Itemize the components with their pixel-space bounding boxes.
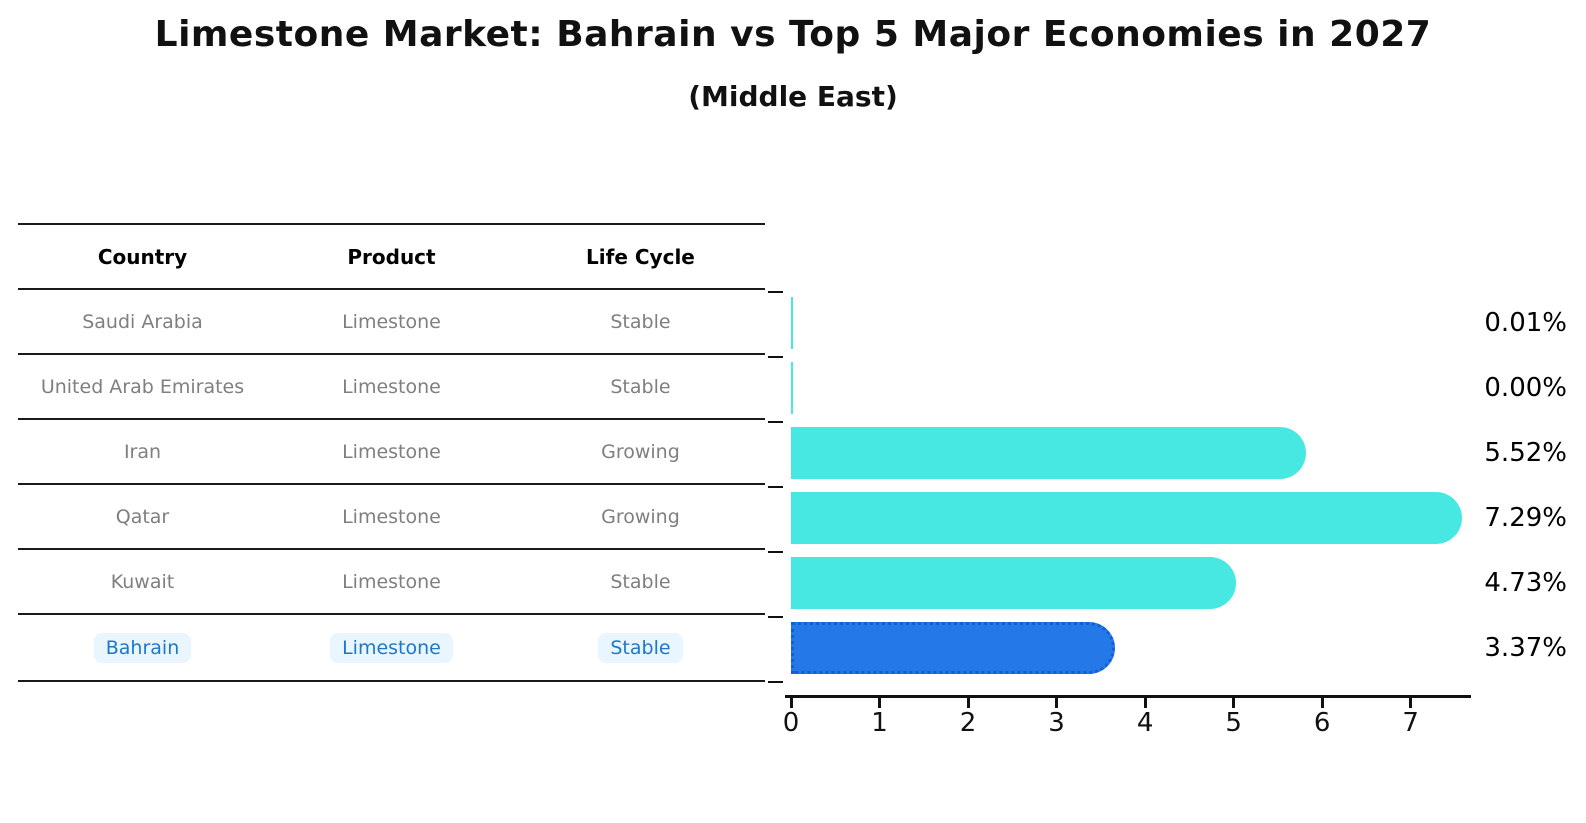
x-tick-mark xyxy=(878,698,882,708)
cell-text: Limestone xyxy=(330,632,453,663)
cell-life-cycle: Stable xyxy=(516,376,765,398)
cell-text: Stable xyxy=(610,310,671,333)
cell-country: Iran xyxy=(18,441,267,463)
chart-title: Limestone Market: Bahrain vs Top 5 Major… xyxy=(154,14,1432,55)
cell-life-cycle: Stable xyxy=(516,632,765,663)
x-tick-label: 7 xyxy=(1402,708,1419,738)
y-tick-mark xyxy=(768,486,783,488)
cell-text: Qatar xyxy=(115,505,170,528)
column-header-country: Country xyxy=(97,244,188,269)
x-tick-mark xyxy=(789,698,793,708)
cell-text: Growing xyxy=(601,505,680,528)
cell-life-cycle: Stable xyxy=(516,311,765,333)
x-tick-label: 6 xyxy=(1313,708,1331,738)
value-label-iran: 5.52% xyxy=(1484,438,1567,468)
x-tick-mark xyxy=(966,698,970,708)
bar-qatar xyxy=(791,492,1463,544)
bar-saudi-arabia xyxy=(791,297,794,349)
cell-text: Growing xyxy=(601,440,680,463)
cell-text: Bahrain xyxy=(93,632,192,663)
cell-country: Qatar xyxy=(18,506,267,528)
x-tick-label: 5 xyxy=(1225,708,1242,738)
table-row-kuwait: Kuwait Limestone Stable xyxy=(18,550,765,615)
cell-product: Limestone xyxy=(267,632,516,663)
x-tick-mark xyxy=(1409,698,1413,708)
x-tick-label: 0 xyxy=(782,708,800,738)
x-tick-mark xyxy=(1143,698,1147,708)
y-tick-mark xyxy=(768,551,783,553)
cell-text: Limestone xyxy=(342,440,441,463)
x-tick-mark xyxy=(1232,698,1236,708)
bar-iran xyxy=(791,427,1306,479)
value-label-kuwait: 4.73% xyxy=(1484,568,1567,598)
cell-life-cycle: Growing xyxy=(516,506,765,528)
cell-text: United Arab Emirates xyxy=(40,375,245,398)
table-header-row: Country Product Life Cycle xyxy=(18,225,765,290)
chart-subtitle: (Middle East) xyxy=(688,80,898,113)
cell-country: Kuwait xyxy=(18,571,267,593)
cell-product: Limestone xyxy=(267,376,516,398)
bar-kuwait xyxy=(791,557,1236,609)
cell-product: Limestone xyxy=(267,571,516,593)
x-tick-label: 4 xyxy=(1136,708,1154,738)
value-label-qatar: 7.29% xyxy=(1484,503,1567,533)
table-row-united-arab-emirates: United Arab Emirates Limestone Stable xyxy=(18,355,765,420)
column-header-product: Product xyxy=(347,244,436,269)
table-row-qatar: Qatar Limestone Growing xyxy=(18,485,765,550)
bar-united-arab-emirates xyxy=(791,362,793,414)
cell-product: Limestone xyxy=(267,441,516,463)
table-body: Saudi Arabia Limestone Stable United Arab E… xyxy=(18,290,765,680)
y-tick-mark xyxy=(768,681,783,683)
cell-life-cycle: Stable xyxy=(516,571,765,593)
y-tick-mark xyxy=(768,291,783,293)
y-tick-mark xyxy=(768,421,783,423)
cell-country: Saudi Arabia xyxy=(18,311,267,333)
cell-text: Iran xyxy=(123,440,162,463)
cell-country: Bahrain xyxy=(18,632,267,663)
cell-text: Stable xyxy=(610,570,671,593)
cell-product: Limestone xyxy=(267,311,516,333)
value-label-united-arab-emirates: 0.00% xyxy=(1484,373,1567,403)
value-label-saudi-arabia: 0.01% xyxy=(1484,308,1567,338)
cell-product: Limestone xyxy=(267,506,516,528)
cell-text: Saudi Arabia xyxy=(82,310,203,333)
column-header-life-cycle: Life Cycle xyxy=(586,244,695,269)
country-info-table: Country Product Life Cycle Saudi Arabia L… xyxy=(18,223,765,682)
x-tick-label: 2 xyxy=(959,708,977,738)
x-tick-label: 1 xyxy=(871,708,888,738)
x-tick-label: 3 xyxy=(1048,708,1065,738)
cell-country: United Arab Emirates xyxy=(18,376,267,398)
x-tick-mark xyxy=(1320,698,1324,708)
y-tick-mark xyxy=(768,356,783,358)
cell-text: Stable xyxy=(610,375,671,398)
cell-text: Limestone xyxy=(342,310,441,333)
y-tick-mark xyxy=(768,616,783,618)
table-row-bahrain: Bahrain Limestone Stable xyxy=(18,615,765,680)
table-row-iran: Iran Limestone Growing xyxy=(18,420,765,485)
bar-bahrain xyxy=(791,622,1116,674)
x-tick-mark xyxy=(1055,698,1059,708)
cell-text: Limestone xyxy=(342,375,441,398)
value-label-bahrain: 3.37% xyxy=(1484,633,1567,663)
table-row-saudi-arabia: Saudi Arabia Limestone Stable xyxy=(18,290,765,355)
cell-life-cycle: Growing xyxy=(516,441,765,463)
cell-text: Limestone xyxy=(342,570,441,593)
cell-text: Limestone xyxy=(342,505,441,528)
cell-text: Stable xyxy=(598,632,683,663)
x-axis-line xyxy=(785,695,1471,698)
cell-text: Kuwait xyxy=(110,570,175,593)
